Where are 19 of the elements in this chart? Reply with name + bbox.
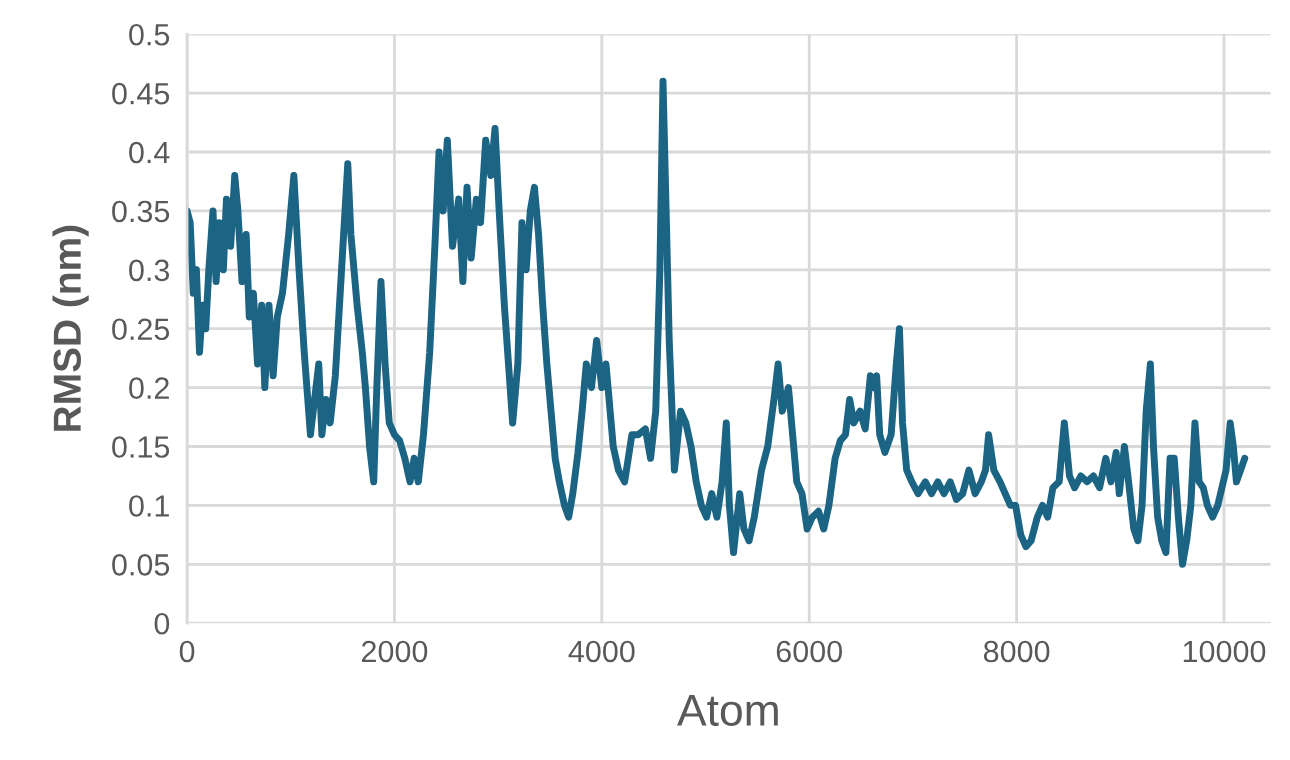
x-tick-label: 6000 (776, 640, 843, 663)
y-tick-label: 0.15 (112, 436, 170, 458)
x-tick-label: 2000 (361, 640, 428, 663)
y-tick-label: 0.3 (129, 259, 170, 282)
x-tick-label: 0 (179, 640, 195, 663)
y-tick-label: 0.2 (129, 377, 169, 399)
y-tick-label: 0.45 (112, 82, 170, 105)
y-tick-label: 0.1 (129, 495, 169, 517)
x-tick-label: 10000 (1183, 640, 1266, 663)
y-axis-title: RMSD (nm) (52, 225, 89, 431)
x-axis-title: Atom (677, 694, 778, 726)
y-tick-label: 0 (154, 612, 170, 635)
y-tick-label: 0.4 (129, 141, 170, 164)
y-tick-label: 0.5 (129, 23, 170, 46)
x-tick-label: 8000 (983, 640, 1050, 663)
x-tick-label: 4000 (568, 640, 635, 663)
y-tick-label: 0.25 (112, 318, 170, 341)
y-tick-label: 0.35 (112, 200, 170, 223)
y-tick-label: 0.05 (112, 554, 170, 576)
